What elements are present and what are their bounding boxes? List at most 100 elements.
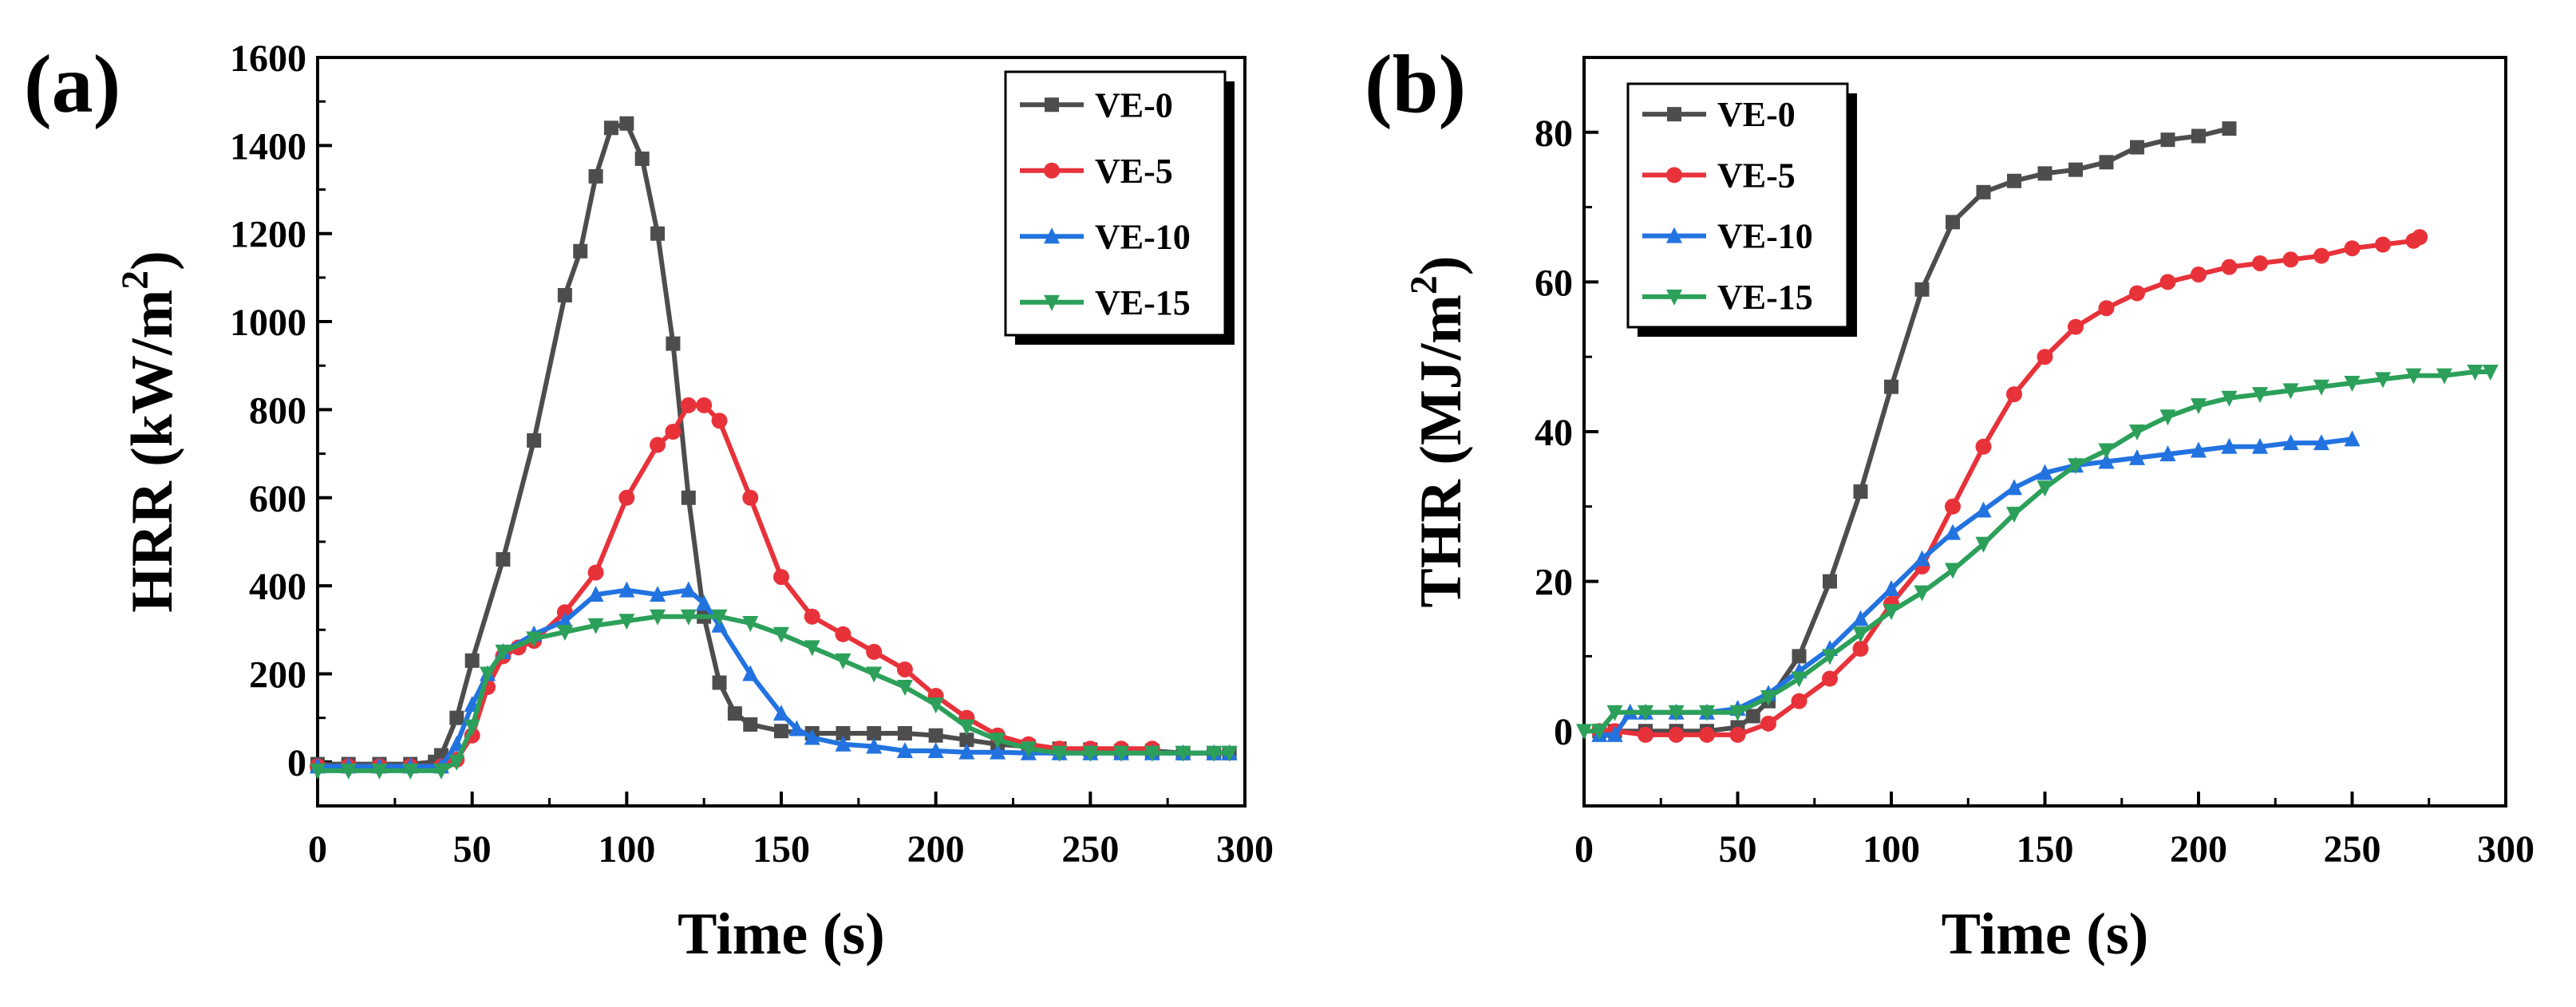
data-point (959, 733, 974, 748)
data-point (1853, 484, 1868, 500)
data-point (804, 640, 820, 657)
data-point (743, 717, 758, 732)
y-tick-label: 0 (287, 742, 306, 784)
data-point (1760, 689, 1776, 706)
data-point (836, 725, 851, 740)
data-point (1606, 725, 1623, 742)
legend-box (1004, 70, 1227, 337)
data-point (2221, 437, 2238, 454)
y-tick-label: 20 (1535, 562, 1573, 604)
data-point (587, 564, 604, 581)
data-point (2191, 267, 2207, 283)
data-point (2006, 479, 2022, 496)
data-point (2221, 259, 2238, 275)
y-tick-label: 400 (249, 566, 306, 608)
data-point (1914, 585, 1930, 602)
data-point (526, 631, 543, 648)
x-tick-label: 50 (453, 828, 492, 871)
series-line (1582, 369, 2493, 734)
series-line (1597, 436, 2355, 737)
data-point (2098, 300, 2115, 317)
data-point (1699, 705, 1715, 721)
data-point (556, 625, 573, 642)
x-tick-label: 300 (1216, 828, 1274, 871)
data-point (897, 725, 912, 740)
data-point (2482, 364, 2499, 381)
data-point (618, 614, 635, 630)
data-point (711, 609, 728, 626)
data-point (2037, 166, 2053, 181)
data-point (1020, 741, 1037, 758)
data-point (742, 665, 759, 681)
legend-label: VE-5 (1095, 152, 1173, 191)
data-point (2068, 162, 2083, 177)
data-point (2159, 274, 2176, 290)
data-point (696, 397, 713, 413)
data-point (2099, 155, 2114, 170)
legend-entry: VE-15 (1020, 283, 1191, 322)
data-point (712, 675, 727, 690)
data-point (788, 720, 805, 736)
data-point (527, 433, 542, 448)
data-point (634, 151, 650, 166)
data-point (680, 397, 697, 413)
data-point (804, 729, 820, 745)
data-point (2313, 434, 2329, 451)
legend-box (1626, 82, 1849, 329)
data-point (958, 719, 975, 736)
data-point (2159, 409, 2176, 426)
y-tick-label: 1400 (230, 125, 306, 168)
legend-label: VE-0 (1095, 85, 1173, 124)
data-point (2098, 443, 2115, 460)
data-point (2191, 398, 2207, 415)
data-point (1883, 579, 1899, 596)
legend-label: VE-10 (1095, 217, 1191, 256)
data-point (1760, 715, 1776, 732)
series-VE-10 (310, 581, 1238, 774)
data-point (1113, 745, 1130, 762)
series-VE-15 (310, 609, 1238, 780)
y-tick-label: 1600 (230, 38, 306, 80)
data-point (2007, 173, 2021, 188)
data-point (896, 680, 913, 697)
x-tick-label: 250 (2324, 828, 2381, 871)
y-tick-label: 200 (249, 654, 306, 696)
data-point (1221, 745, 1238, 762)
data-point (650, 226, 666, 241)
data-point (2313, 379, 2329, 396)
data-point (2037, 349, 2053, 365)
legend-marker (1667, 107, 1681, 122)
data-point (1791, 693, 1808, 709)
data-point (990, 733, 1006, 749)
x-tick-label: 0 (1574, 828, 1594, 871)
data-point (2068, 458, 2084, 475)
data-point (835, 653, 851, 669)
data-point (402, 763, 419, 780)
panel-label: (b) (1365, 38, 1466, 130)
x-axis-title: Time (s) (1942, 902, 2149, 967)
x-tick-label: 0 (308, 828, 327, 871)
data-point (1729, 726, 1746, 743)
data-point (1668, 726, 1685, 743)
data-point (1946, 215, 1960, 230)
legend-label: VE-15 (1095, 283, 1191, 322)
data-point (835, 735, 851, 752)
data-point (2412, 229, 2428, 246)
data-point (1051, 745, 1068, 762)
legend-entry: VE-15 (1642, 278, 1813, 317)
data-point (696, 594, 713, 611)
data-point (1852, 626, 1869, 643)
data-point (2221, 390, 2238, 407)
data-point (835, 626, 851, 642)
data-point (650, 436, 666, 453)
data-point (1975, 501, 1992, 518)
data-point (618, 581, 635, 598)
x-tick-label: 100 (598, 828, 655, 871)
data-point (1699, 726, 1715, 743)
data-point (2375, 372, 2391, 389)
data-point (680, 581, 697, 598)
data-point (666, 336, 681, 351)
data-point (650, 586, 666, 602)
data-point (773, 626, 789, 643)
series-VE-15 (1576, 364, 2499, 740)
